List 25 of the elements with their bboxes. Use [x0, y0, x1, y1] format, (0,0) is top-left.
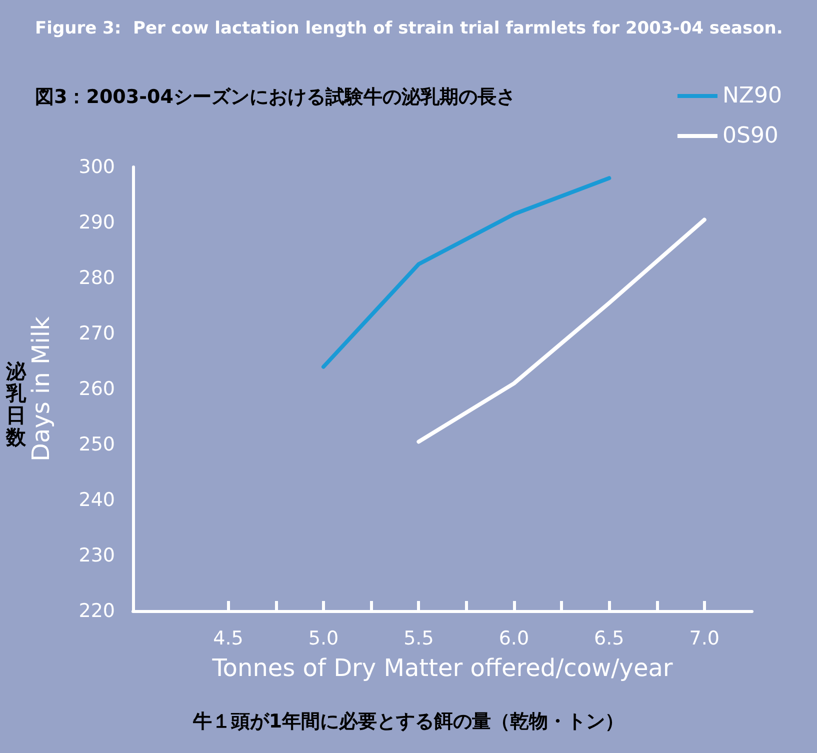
y-tick-label: 280 — [78, 267, 115, 289]
chart-subtitle: 図3：2003-04シーズンにおける試験牛の泌乳期の長さ — [35, 86, 516, 108]
y-tick-label: 270 — [78, 322, 115, 344]
line-series — [321, 176, 612, 369]
legend-label: NZ90 — [722, 84, 782, 108]
text: 泌乳日数 — [5, 359, 27, 449]
y-axis-title: Days in Milk — [27, 316, 55, 462]
line-series — [416, 218, 706, 444]
legend-label: 0S90 — [722, 124, 778, 148]
y-tick-label: 220 — [78, 600, 115, 622]
chart-title: Figure 3: Per cow lactation length of strain trial farmlets for 2003-04 season. — [35, 18, 783, 38]
x-tick-label: 7.0 — [689, 628, 720, 650]
text: 牛１頭が1年間に必要とする餌の量（乾物・トン） — [192, 710, 624, 732]
y-tick-label: 230 — [78, 544, 115, 566]
y-tick-label: 290 — [78, 212, 115, 234]
y-tick-label: 300 — [78, 156, 115, 178]
x-tick-label: 4.5 — [213, 628, 244, 650]
y-tick-label: 250 — [78, 434, 115, 456]
y-tick-label: 240 — [78, 489, 115, 511]
x-tick-label: 6.0 — [498, 628, 530, 650]
x-tick-label: 5.0 — [308, 628, 339, 650]
x-tick-label: 6.5 — [594, 628, 624, 650]
y-tick-label: 260 — [78, 378, 115, 400]
x-tick-label: 5.5 — [404, 628, 434, 650]
x-axis-title: Tonnes of Dry Matter offered/cow/year — [211, 654, 673, 682]
